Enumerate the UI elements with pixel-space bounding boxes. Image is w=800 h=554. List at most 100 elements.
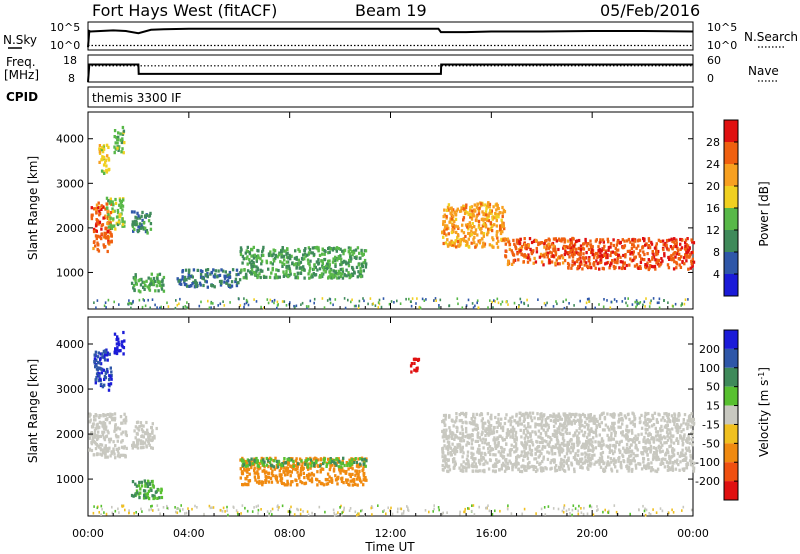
velocity-cell [555,468,559,472]
power-cell [111,207,114,211]
velocity-cell [365,478,368,482]
power-cell [447,226,450,230]
power-cell [360,248,363,252]
velocity-cell [478,451,481,455]
power-cell [367,302,369,306]
velocity-cell [267,459,270,463]
power-colorbar-tick-label: 20 [706,180,720,193]
power-cell [356,275,359,279]
power-cell [656,252,659,256]
power-cell [335,272,338,276]
velocity-cell [459,438,462,442]
velocity-cell [239,476,242,480]
velocity-cell [137,484,141,488]
velocity-cell [576,434,579,438]
power-cell [337,276,341,280]
velocity-cell [131,446,134,450]
power-cell [512,238,515,242]
velocity-cell [621,453,624,457]
power-cell [131,225,135,229]
velocity-cell [258,461,261,466]
power-cell [135,223,138,227]
velocity-cell [594,428,598,432]
velocity-cell [103,438,107,442]
power-cell [639,249,642,253]
velocity-cell [244,506,246,510]
velocity-cell [119,349,122,353]
power-cell [257,256,260,260]
velocity-cell [654,469,657,473]
velocity-cell [110,377,113,381]
velocity-cell [672,441,676,445]
velocity-cell [576,418,580,422]
power-cell [446,244,450,248]
power-cell [348,258,351,262]
velocity-cell [295,457,298,461]
power-cell [260,262,263,266]
power-cell [305,305,308,308]
velocity-cell [276,462,279,466]
velocity-cell [556,446,560,450]
velocity-cell [524,465,527,469]
velocity-cell [523,451,527,456]
power-cell [160,287,164,291]
velocity-cell [599,441,602,445]
velocity-cell [253,468,256,472]
power-cell [353,304,356,308]
velocity-cell [649,469,653,473]
power-cell [296,276,300,280]
velocity-cell [652,436,655,440]
velocity-cell [642,446,645,450]
power-cell [328,270,331,274]
power-cell [485,218,489,222]
power-cell [472,214,476,218]
power-cell [423,299,426,302]
power-cell [612,264,616,269]
velocity-cell [96,452,99,456]
power-cell [308,269,311,273]
velocity-cell [447,458,450,462]
velocity-cell [567,456,570,461]
velocity-cell [280,480,283,484]
velocity-cell [519,428,522,432]
power-cell [181,277,184,281]
velocity-cell [677,463,680,467]
velocity-cell [240,458,243,462]
velocity-cell [340,465,343,469]
velocity-cell [676,430,679,435]
nsky-label: N.Sky [3,33,37,47]
velocity-cell [508,459,511,463]
velocity-cell [666,434,669,438]
velocity-cell [548,444,551,448]
power-cell [312,272,315,276]
velocity-cell [659,433,662,437]
velocity-cell [490,430,494,434]
velocity-cell [414,357,418,361]
power-cell [310,273,313,277]
power-cell [351,253,354,257]
velocity-cell [147,439,150,444]
power-cell [100,169,104,173]
velocity-cell [628,445,631,450]
velocity-cell [106,449,109,453]
velocity-cell [570,461,573,465]
velocity-cell [91,436,95,440]
velocity-cell [612,459,615,463]
velocity-cell [472,457,476,461]
velocity-cell [594,446,598,450]
velocity-cell [609,443,612,447]
velocity-cell [257,504,259,508]
velocity-cell [508,430,511,434]
power-cell [445,233,448,237]
power-cell [628,263,631,267]
velocity-cell [316,483,319,487]
freq-left-tick-top: 18 [63,54,77,67]
power-cell [307,272,310,276]
velocity-cell [577,449,580,453]
power-colorbar-swatch [724,208,738,230]
velocity-cell [671,461,675,465]
velocity-cell [657,457,661,461]
velocity-cell [309,466,312,470]
power-cell [495,241,499,245]
power-cell [497,212,500,216]
